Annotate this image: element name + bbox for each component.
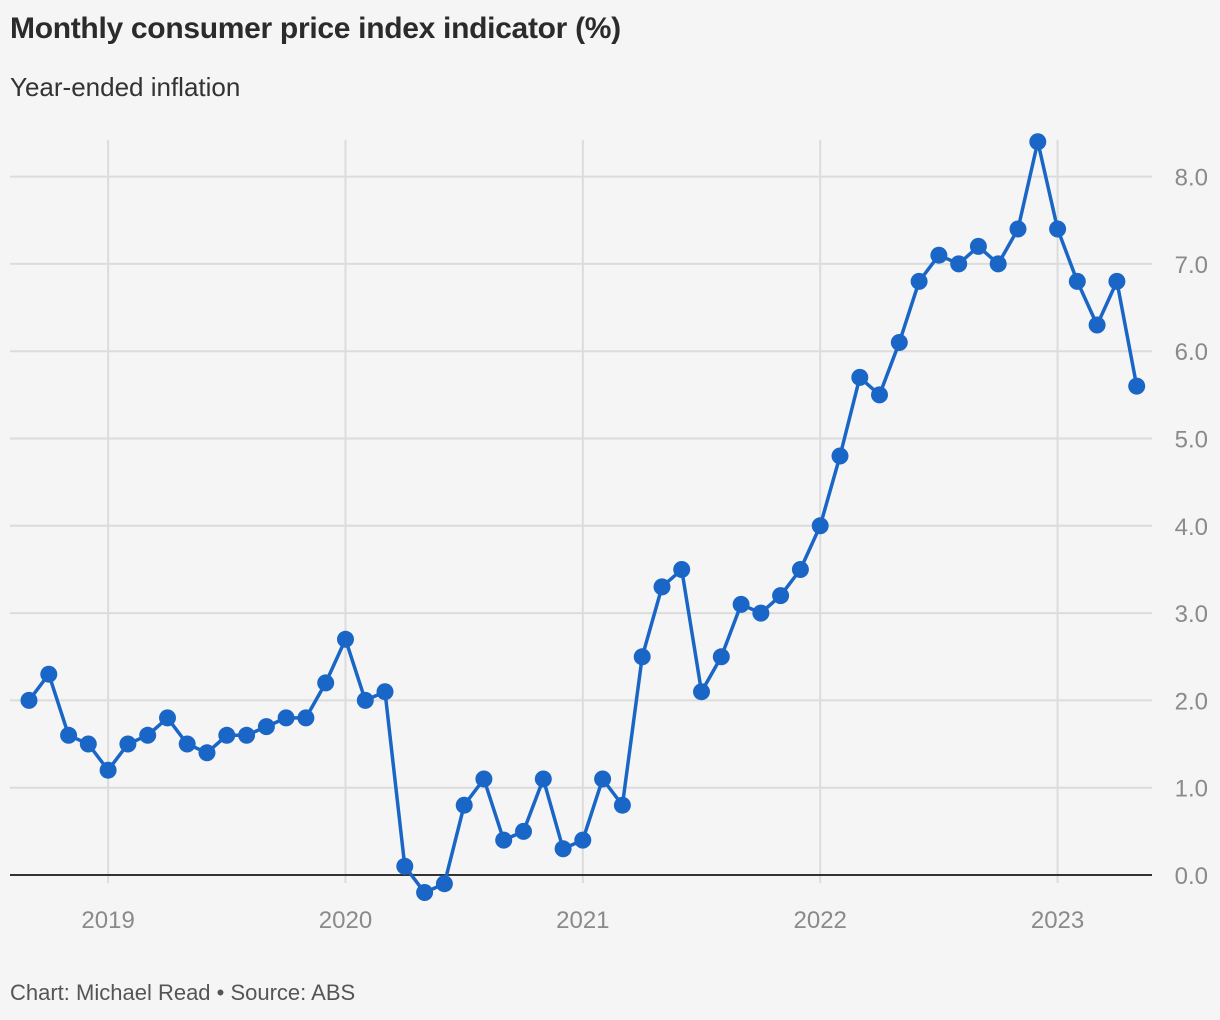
x-axis: 2019 2020 2021 2022 2023 xyxy=(81,907,1084,934)
data-point xyxy=(99,761,117,779)
y-tick-label: 0.0 xyxy=(1175,863,1208,890)
data-point xyxy=(435,875,453,893)
data-point xyxy=(673,561,691,578)
data-point xyxy=(1009,220,1027,238)
x-tick-label: 2022 xyxy=(794,907,847,934)
data-point xyxy=(376,683,394,701)
data-point xyxy=(871,386,888,404)
y-tick-label: 7.0 xyxy=(1175,252,1208,279)
data-point xyxy=(851,368,869,386)
y-tick-label: 3.0 xyxy=(1175,601,1208,628)
data-point xyxy=(732,595,750,613)
data-point xyxy=(554,840,572,858)
data-point xyxy=(772,587,790,605)
data-point xyxy=(317,674,335,692)
data-point xyxy=(594,770,612,788)
chart-footer: Chart: Michael Read • Source: ABS xyxy=(10,980,356,1005)
data-point xyxy=(910,272,928,290)
data-point xyxy=(139,726,157,744)
data-point xyxy=(1088,316,1106,334)
y-axis: 0.0 1.0 2.0 3.0 4.0 5.0 6.0 7.0 8.0 xyxy=(1175,165,1208,890)
data-point xyxy=(752,604,770,622)
y-tick-label: 4.0 xyxy=(1175,514,1208,541)
data-point xyxy=(416,884,434,901)
x-tick-label: 2019 xyxy=(81,907,134,934)
data-point xyxy=(1108,272,1126,290)
data-point xyxy=(693,683,710,701)
data-point xyxy=(712,648,730,666)
data-point xyxy=(60,726,78,744)
data-point xyxy=(356,691,374,709)
data-point xyxy=(653,578,671,596)
data-point xyxy=(1049,220,1067,238)
y-tick-label: 5.0 xyxy=(1175,427,1208,454)
data-point xyxy=(811,517,829,535)
y-tick-label: 1.0 xyxy=(1175,776,1208,803)
chart-title: Monthly consumer price index indicator (… xyxy=(10,12,621,45)
data-point xyxy=(159,709,176,727)
data-point xyxy=(969,237,987,255)
data-point xyxy=(218,726,236,744)
data-point xyxy=(791,561,809,578)
data-point xyxy=(574,831,592,849)
data-point xyxy=(1068,272,1086,290)
data-point xyxy=(119,735,137,753)
data-point xyxy=(396,857,414,875)
grid-lines xyxy=(10,140,1152,883)
data-point xyxy=(297,709,315,727)
y-tick-label: 8.0 xyxy=(1175,165,1208,192)
y-tick-label: 6.0 xyxy=(1175,339,1208,366)
data-point xyxy=(831,447,849,465)
series-group xyxy=(20,133,1146,901)
data-point xyxy=(950,255,968,273)
data-point xyxy=(495,831,513,849)
data-point xyxy=(475,770,493,788)
data-point xyxy=(455,796,473,814)
x-tick-label: 2021 xyxy=(556,907,609,934)
data-point xyxy=(930,246,948,264)
chart-subtitle: Year-ended inflation xyxy=(10,72,241,102)
data-point xyxy=(1128,377,1146,395)
data-point xyxy=(79,735,97,753)
data-point xyxy=(277,709,295,727)
data-point xyxy=(613,796,631,814)
y-tick-label: 2.0 xyxy=(1175,688,1208,715)
x-tick-label: 2023 xyxy=(1031,907,1084,934)
data-point xyxy=(633,648,651,666)
data-point xyxy=(238,726,256,744)
data-point xyxy=(257,718,275,736)
data-point xyxy=(989,255,1007,273)
data-point xyxy=(178,735,196,753)
data-point xyxy=(337,630,354,648)
data-point xyxy=(1029,133,1047,151)
data-point xyxy=(890,334,908,351)
x-tick-label: 2020 xyxy=(319,907,372,934)
data-point xyxy=(198,744,216,762)
data-point xyxy=(515,822,532,840)
data-point xyxy=(20,691,38,709)
data-point xyxy=(40,665,58,683)
data-point xyxy=(534,770,552,788)
